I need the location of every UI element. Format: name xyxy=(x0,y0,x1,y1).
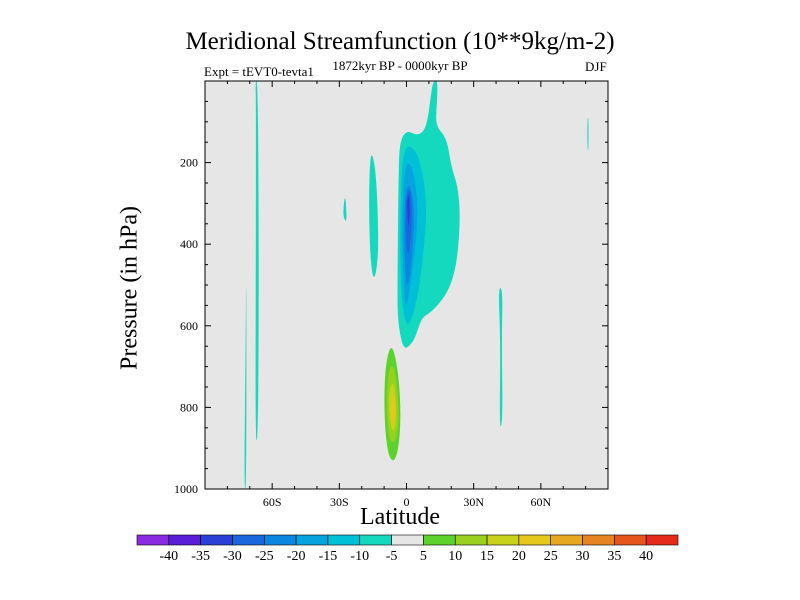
colorbar-swatch-5 xyxy=(295,534,329,546)
colorbar-label: -10 xyxy=(350,549,369,564)
colorbar-label: 5 xyxy=(420,549,427,564)
colorbar-label: 30 xyxy=(576,549,590,564)
time-range-label: 1872kyr BP - 0000kyr BP xyxy=(332,58,468,73)
y-tick-label: 200 xyxy=(180,156,198,170)
colorbar-swatch-10 xyxy=(454,534,488,546)
colorbar-label: -20 xyxy=(287,549,306,564)
colorbar-label: -35 xyxy=(191,549,210,564)
colorbar-label: 35 xyxy=(607,549,621,564)
contour-region-1 xyxy=(255,81,259,441)
colorbar-label: -5 xyxy=(386,549,398,564)
colorbar-label: 20 xyxy=(512,549,526,564)
contour-region-2 xyxy=(343,198,347,221)
x-tick-label: 30S xyxy=(330,495,349,509)
x-tick-label: 0 xyxy=(404,495,410,509)
colorbar-swatch-1 xyxy=(168,534,201,546)
season-label: DJF xyxy=(585,59,607,74)
colorbar-swatch-14 xyxy=(582,534,615,546)
colorbar-swatch-4 xyxy=(263,534,297,546)
colorbar-label: -30 xyxy=(223,549,242,564)
colorbar-label: 15 xyxy=(480,549,494,564)
colorbar-swatch-15 xyxy=(614,534,647,546)
contour-region-18 xyxy=(587,117,589,151)
contour-region-16 xyxy=(499,288,503,427)
colorbar-swatch-8 xyxy=(391,534,424,546)
contour-region-14 xyxy=(391,396,395,423)
chart-title: Meridional Streamfunction (10**9kg/m-2) xyxy=(185,28,615,55)
colorbar-label: -25 xyxy=(255,549,274,564)
colorbar-swatch-9 xyxy=(423,534,456,546)
contour-fields xyxy=(244,81,589,489)
y-tick-label: 600 xyxy=(180,319,198,333)
colorbar-swatch-13 xyxy=(550,534,583,546)
contour-region-19 xyxy=(417,436,419,453)
x-tick-label: 60S xyxy=(263,495,282,509)
colorbar-swatch-6 xyxy=(327,534,361,546)
x-tick-label: 60N xyxy=(530,495,551,509)
y-tick-label: 800 xyxy=(180,400,198,414)
x-axis-label: Latitude xyxy=(360,504,440,530)
experiment-label: Expt = tEVT0-tevta1 xyxy=(204,64,314,79)
colorbar-swatch-12 xyxy=(518,534,552,546)
contour-region-0 xyxy=(244,287,247,489)
colorbar-label: 25 xyxy=(544,549,558,564)
colorbar-swatch-7 xyxy=(359,534,392,546)
contour-region-15 xyxy=(454,329,471,427)
contour-region-17 xyxy=(566,81,576,458)
colorbar-swatch-2 xyxy=(200,534,233,546)
x-tick-label: 30N xyxy=(463,495,484,509)
colorbar-swatch-16 xyxy=(645,534,679,546)
colorbar-label: 10 xyxy=(448,549,462,564)
colorbar-label: 40 xyxy=(639,549,653,564)
y-tick-label: 400 xyxy=(180,237,198,251)
contour-region-3 xyxy=(369,155,379,277)
colorbar: -40 -35 -30 -25 -20 -15 -10 -5 5 10 15 20 25 30 35 40 xyxy=(136,534,679,564)
colorbar-swatch-0 xyxy=(136,534,170,546)
y-tick-label: 1000 xyxy=(174,482,198,496)
contour-region-9 xyxy=(407,195,410,226)
axes: 60S 30S 0 30N 60N 200 400 600 800 1000 xyxy=(174,81,608,509)
colorbar-label: -15 xyxy=(319,549,338,564)
colorbar-label: -40 xyxy=(159,549,178,564)
colorbar-swatch-3 xyxy=(232,534,265,546)
colorbar-swatch-11 xyxy=(486,534,520,546)
